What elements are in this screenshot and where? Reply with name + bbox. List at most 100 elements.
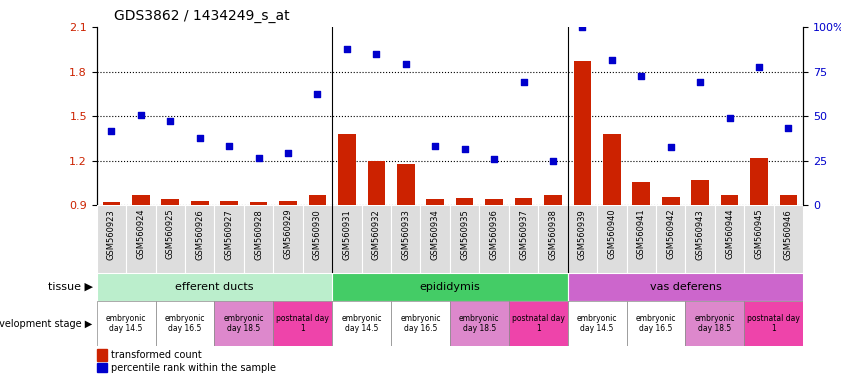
Bar bbox=[191, 201, 209, 205]
Text: embryonic
day 16.5: embryonic day 16.5 bbox=[636, 314, 676, 333]
Bar bbox=[126, 205, 156, 273]
Bar bbox=[568, 301, 627, 346]
Text: embryonic
day 18.5: embryonic day 18.5 bbox=[695, 314, 735, 333]
Bar bbox=[244, 205, 273, 273]
Point bbox=[781, 125, 795, 131]
Bar bbox=[691, 180, 709, 205]
Bar bbox=[568, 273, 803, 301]
Bar bbox=[97, 301, 156, 346]
Point bbox=[487, 156, 500, 162]
Text: GSM560933: GSM560933 bbox=[401, 209, 410, 260]
Text: GSM560931: GSM560931 bbox=[342, 209, 352, 260]
Text: development stage ▶: development stage ▶ bbox=[0, 318, 93, 329]
Text: embryonic
day 16.5: embryonic day 16.5 bbox=[165, 314, 205, 333]
Bar bbox=[574, 61, 591, 205]
Bar bbox=[597, 205, 627, 273]
Bar bbox=[515, 198, 532, 205]
Bar bbox=[214, 205, 244, 273]
Bar bbox=[338, 134, 356, 205]
Point bbox=[340, 46, 353, 52]
Text: postnatal day
1: postnatal day 1 bbox=[277, 314, 329, 333]
Bar bbox=[509, 301, 568, 346]
Bar bbox=[156, 301, 214, 346]
Point bbox=[281, 150, 294, 156]
Bar bbox=[332, 301, 391, 346]
Point bbox=[134, 112, 147, 118]
Bar bbox=[456, 198, 473, 205]
Bar bbox=[161, 200, 179, 205]
Bar bbox=[721, 195, 738, 205]
Bar bbox=[744, 301, 803, 346]
Text: GSM560928: GSM560928 bbox=[254, 209, 263, 260]
Bar bbox=[250, 202, 267, 205]
Text: embryonic
day 14.5: embryonic day 14.5 bbox=[106, 314, 146, 333]
Bar bbox=[656, 205, 685, 273]
Bar bbox=[750, 158, 768, 205]
Bar bbox=[132, 195, 150, 205]
Bar bbox=[362, 205, 391, 273]
Text: GSM560943: GSM560943 bbox=[696, 209, 705, 260]
Text: GSM560941: GSM560941 bbox=[637, 209, 646, 260]
Text: postnatal day
1: postnatal day 1 bbox=[512, 314, 564, 333]
Bar bbox=[538, 205, 568, 273]
Bar bbox=[685, 205, 715, 273]
Text: GSM560925: GSM560925 bbox=[166, 209, 175, 260]
Bar bbox=[391, 205, 420, 273]
Bar bbox=[479, 205, 509, 273]
Point bbox=[634, 73, 648, 79]
Text: embryonic
day 18.5: embryonic day 18.5 bbox=[459, 314, 500, 333]
Text: GSM560926: GSM560926 bbox=[195, 209, 204, 260]
Point bbox=[752, 64, 765, 70]
Text: embryonic
day 16.5: embryonic day 16.5 bbox=[400, 314, 441, 333]
Bar bbox=[391, 301, 450, 346]
Text: efferent ducts: efferent ducts bbox=[175, 282, 254, 292]
Bar bbox=[426, 200, 444, 205]
Bar bbox=[279, 201, 297, 205]
Point bbox=[399, 61, 412, 67]
Text: GSM560938: GSM560938 bbox=[548, 209, 558, 260]
Bar bbox=[332, 205, 362, 273]
Bar bbox=[332, 273, 568, 301]
Point bbox=[369, 51, 383, 57]
Text: GSM560946: GSM560946 bbox=[784, 209, 793, 260]
Bar bbox=[185, 205, 214, 273]
Bar bbox=[450, 301, 509, 346]
Text: percentile rank within the sample: percentile rank within the sample bbox=[111, 362, 276, 373]
Bar bbox=[97, 205, 126, 273]
Text: GSM560929: GSM560929 bbox=[283, 209, 293, 260]
Text: embryonic
day 14.5: embryonic day 14.5 bbox=[577, 314, 617, 333]
Bar bbox=[485, 200, 503, 205]
Point bbox=[722, 114, 736, 121]
Bar bbox=[420, 205, 450, 273]
Point bbox=[693, 79, 706, 85]
Text: GSM560934: GSM560934 bbox=[431, 209, 440, 260]
Point bbox=[222, 143, 235, 149]
Bar bbox=[309, 195, 326, 205]
Text: GSM560927: GSM560927 bbox=[225, 209, 234, 260]
Text: tissue ▶: tissue ▶ bbox=[47, 282, 93, 292]
Text: GSM560935: GSM560935 bbox=[460, 209, 469, 260]
Bar bbox=[627, 205, 656, 273]
Text: GSM560945: GSM560945 bbox=[754, 209, 764, 260]
Point bbox=[664, 144, 677, 151]
Bar bbox=[744, 205, 774, 273]
Bar bbox=[273, 301, 332, 346]
Text: GSM560923: GSM560923 bbox=[107, 209, 116, 260]
Bar bbox=[397, 164, 415, 205]
Bar bbox=[685, 301, 744, 346]
Bar bbox=[627, 301, 685, 346]
Text: GSM560940: GSM560940 bbox=[607, 209, 616, 260]
Point bbox=[193, 136, 206, 142]
Bar bbox=[450, 205, 479, 273]
Bar bbox=[214, 301, 273, 346]
Point bbox=[163, 118, 177, 124]
Bar bbox=[632, 182, 650, 205]
Point bbox=[575, 24, 589, 30]
Bar bbox=[603, 134, 621, 205]
Bar bbox=[97, 273, 332, 301]
Bar bbox=[220, 201, 238, 205]
Text: postnatal day
1: postnatal day 1 bbox=[748, 314, 800, 333]
Bar bbox=[509, 205, 538, 273]
Point bbox=[428, 143, 442, 149]
Bar bbox=[368, 161, 385, 205]
